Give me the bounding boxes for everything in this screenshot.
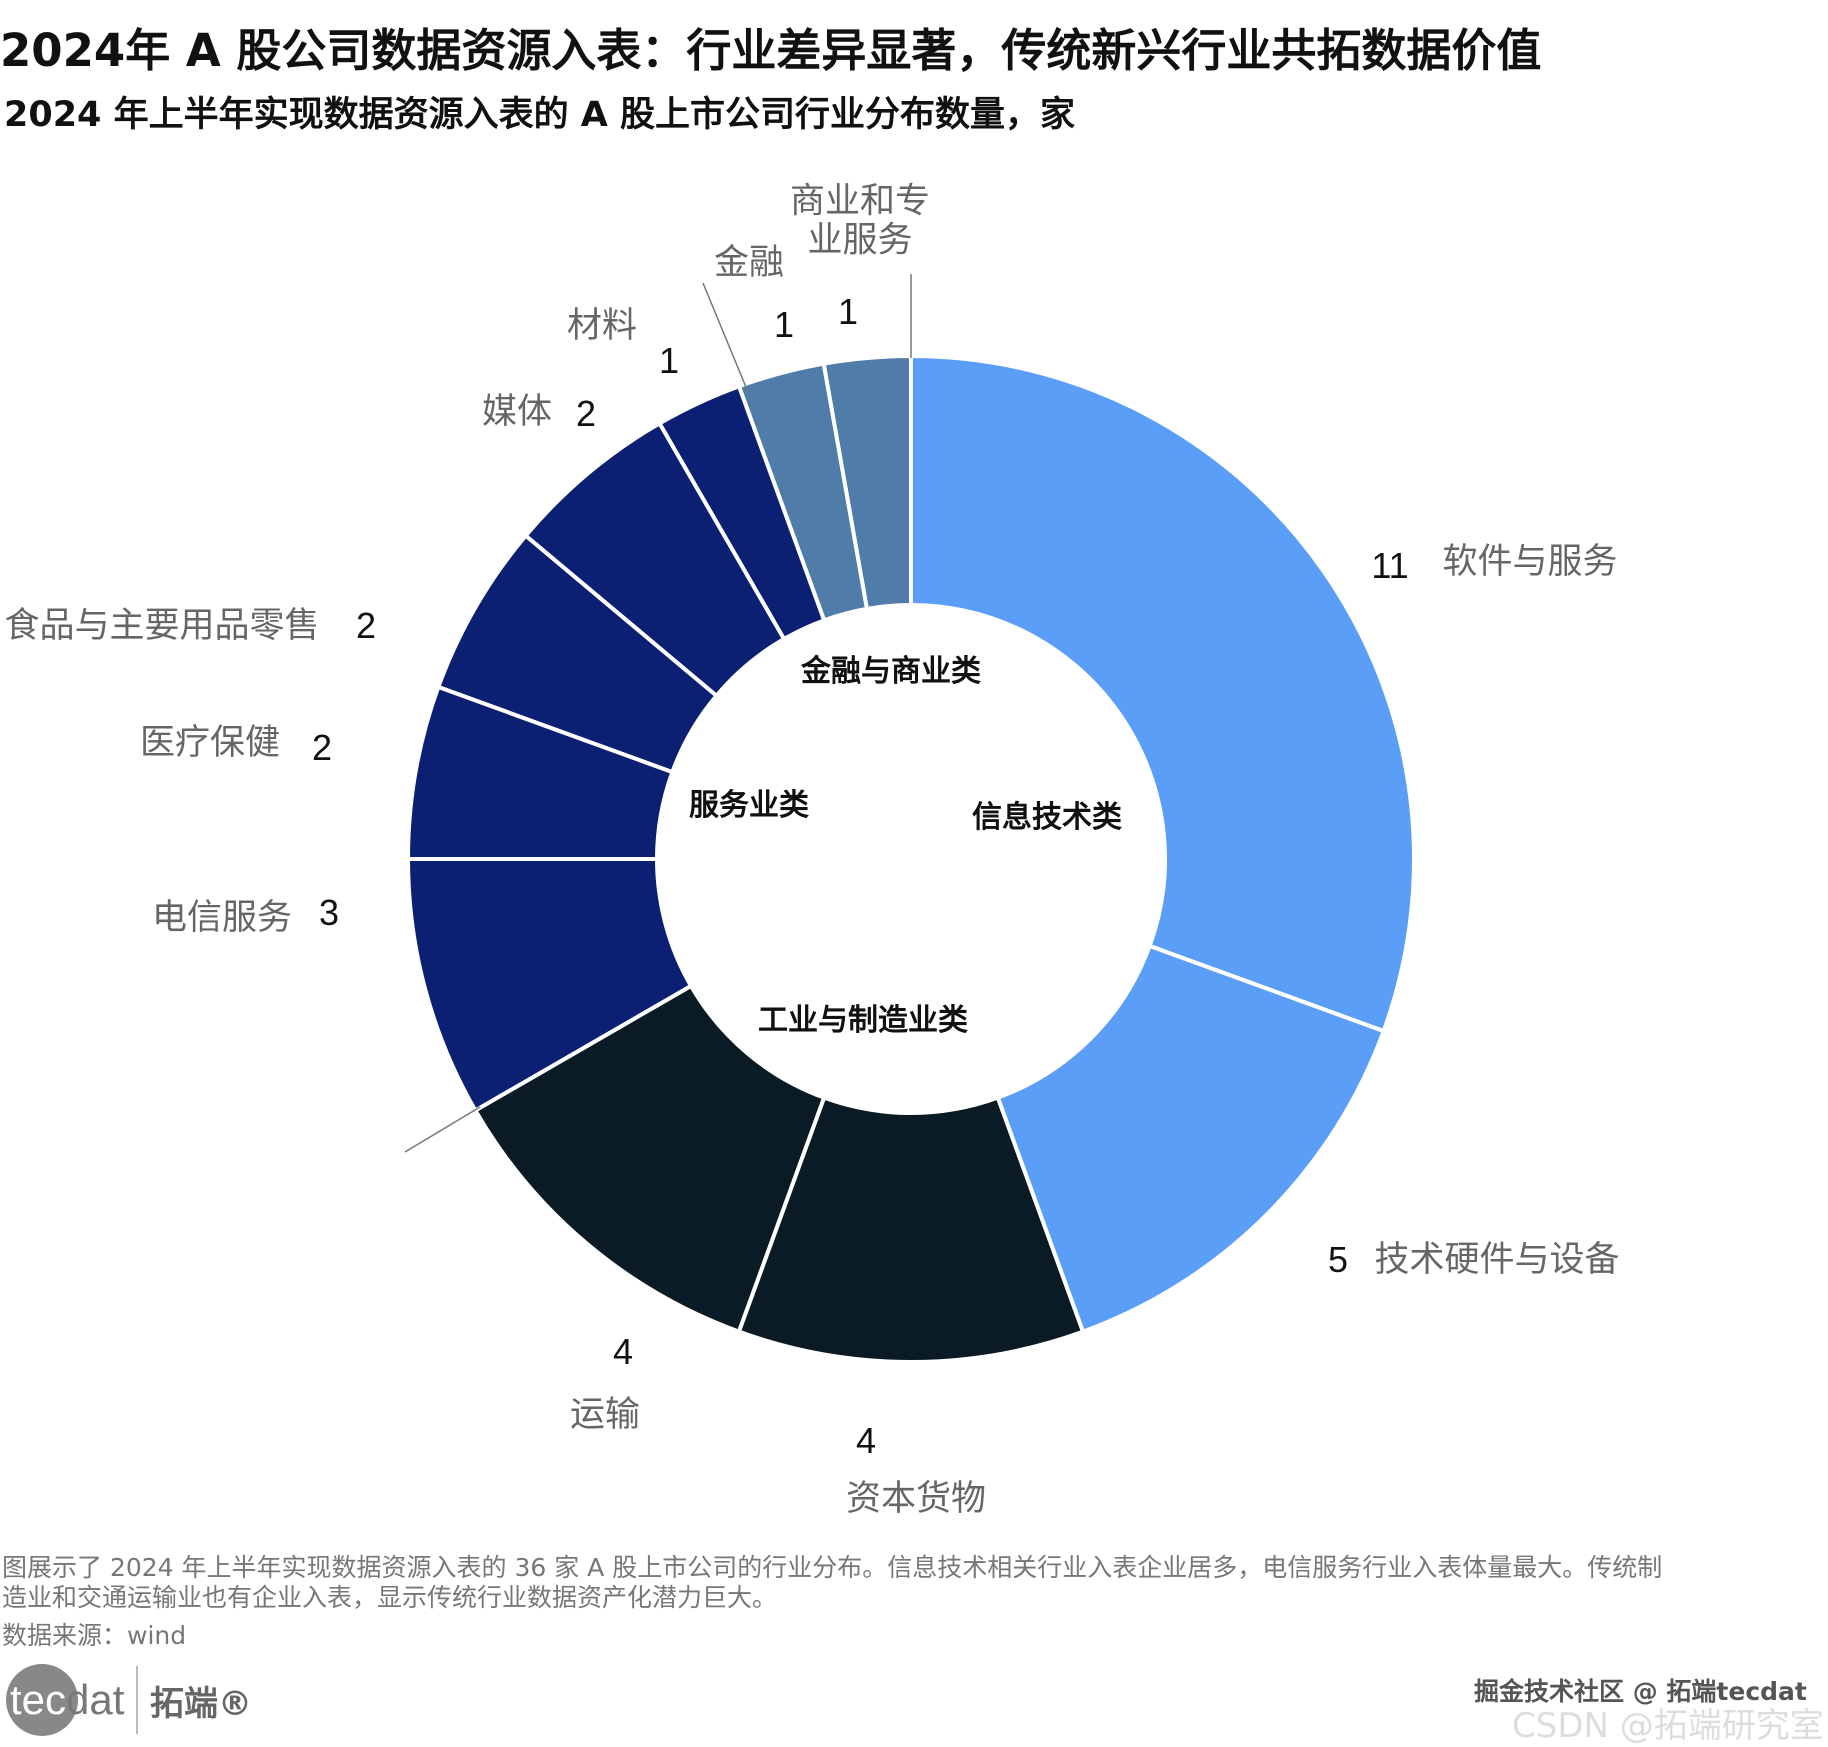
category-label-materials: 材料	[566, 305, 638, 346]
value-label-commercial: 1	[837, 291, 859, 332]
category-label-finance: 金融	[713, 242, 785, 283]
leader-line-transport	[404, 1106, 481, 1153]
leader-line-finance	[702, 282, 749, 393]
category-label-capital-goods: 资本货物	[845, 1478, 987, 1519]
category-label-hardware: 技术硬件与设备	[1374, 1239, 1620, 1280]
data-source: 数据来源：wind	[2, 1621, 187, 1650]
value-label-healthcare: 2	[311, 727, 333, 768]
category-label-media: 媒体	[481, 391, 553, 432]
category-label-telecom: 电信服务	[151, 897, 293, 938]
category-label-transport: 运输	[569, 1394, 641, 1435]
category-label-healthcare: 医疗保健	[139, 722, 281, 763]
category-label-food-retail: 食品与主要用品零售	[4, 605, 320, 646]
value-label-software: 11	[1371, 545, 1409, 586]
chart-subtitle: 2024 年上半年实现数据资源入表的 A 股上市公司行业分布数量，家	[4, 95, 1076, 135]
value-label-food-retail: 2	[355, 605, 377, 646]
group-label-it: 信息技术类	[972, 800, 1122, 835]
donut-slice-9	[736, 361, 870, 623]
value-label-finance: 1	[773, 304, 795, 345]
donut-slice-8	[656, 383, 827, 642]
description-line-1: 图展示了 2024 年上半年实现数据资源入表的 36 家 A 股上市公司的行业分…	[2, 1553, 1663, 1582]
logo-text-a: tec	[10, 1676, 67, 1723]
logo-circle	[6, 1664, 78, 1736]
category-label-software: 软件与服务	[1442, 541, 1618, 582]
value-label-transport: 4	[612, 1331, 634, 1372]
donut-slice-2	[736, 1095, 1086, 1364]
donut-slice-4	[405, 857, 694, 1114]
value-label-telecom: 3	[318, 892, 340, 933]
group-label-services: 服务业类	[689, 788, 809, 823]
donut-slice-5	[405, 684, 675, 861]
description-line-2: 造业和交通运输业也有企业入表，显示传统行业数据资产化潜力巨大。	[2, 1583, 778, 1612]
value-label-hardware: 5	[1327, 1239, 1349, 1280]
value-label-capital-goods: 4	[855, 1420, 877, 1461]
donut-slice-6	[435, 532, 720, 775]
value-label-media: 2	[575, 393, 597, 434]
logo-divider	[136, 1666, 138, 1734]
donut-slice-3	[472, 983, 827, 1335]
watermark-csdn: CSDN @拓端研究室	[1512, 1706, 1824, 1746]
donut-slice-1	[995, 943, 1387, 1335]
tecdat-logo: tecdat 拓端®	[6, 1662, 252, 1738]
donut-slice-7	[522, 420, 787, 699]
value-label-materials: 1	[658, 340, 680, 381]
group-label-industrial: 工业与制造业类	[758, 1003, 968, 1038]
logo-cn: 拓端®	[150, 1683, 252, 1724]
chart-title: 2024年 A 股公司数据资源入表：行业差异显著，传统新兴行业共拓数据价值	[0, 24, 1542, 77]
donut-slice-0	[909, 353, 1416, 1034]
category-label-commercial: 商业和专业服务	[789, 181, 930, 260]
group-label-finance-commerce: 金融与商业类	[801, 654, 981, 689]
logo-text-b: dat	[66, 1676, 125, 1723]
logo-text: tecdat	[10, 1676, 124, 1724]
watermark-juejin: 掘金技术社区 @ 拓端tecdat	[1474, 1677, 1807, 1706]
